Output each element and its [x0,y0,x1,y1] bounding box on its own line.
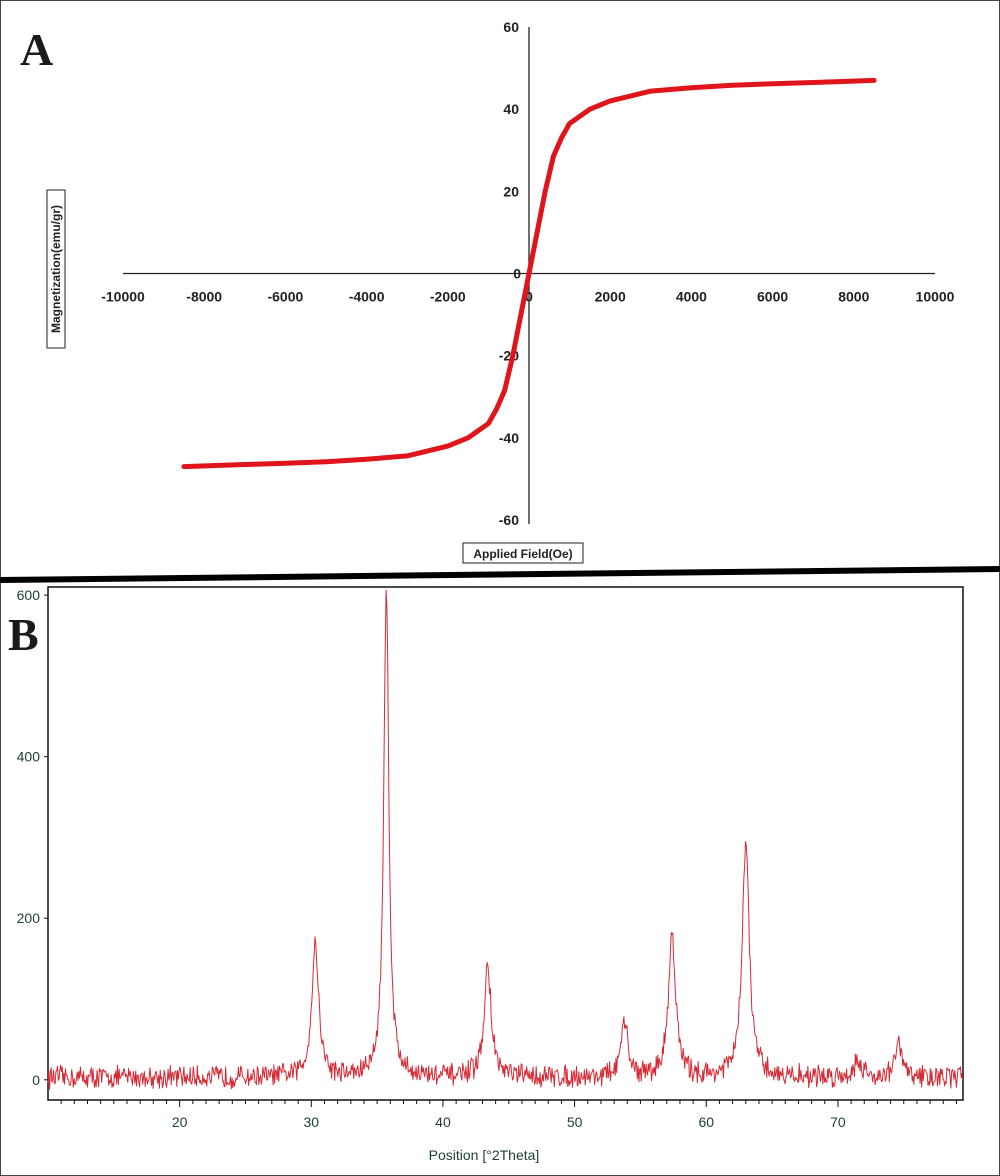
panel-b-x-tick-label: 50 [567,1114,583,1130]
panel-b-y-tick-label: 200 [17,910,41,926]
panel-b-diffraction-line [47,589,964,1090]
panel-a-ylabel-text: Magnetization(emu/gr) [49,205,63,333]
panel-divider [0,566,1000,583]
panel-a-y-tick-label: -40 [499,430,519,446]
panel-b-x-tick-label: 70 [830,1114,846,1130]
panel-b-x-tick-label: 60 [698,1114,714,1130]
panel-a-ylabel-box [46,189,66,349]
panel-a-x-tick-label: 6000 [757,289,788,305]
panel-a-x-tick-label: 8000 [838,289,869,305]
panel-a-x-tick-label: -8000 [186,289,222,305]
panel-a-y-tick-label: -60 [499,512,519,528]
panel-b-series [47,589,964,1090]
panel-b-x-tick-label: 40 [435,1114,451,1130]
panel-b-xrd-chart: B 20 30 40 50 60 70 0 200 400 600 Position [°2The… [8,586,964,1163]
panel-b-x-tick-label: 30 [304,1114,320,1130]
panel-a-x-tick-label: 2000 [595,289,626,305]
panel-a-hysteresis-chart: A -10000 -8000 -6000 -4000 -2000 0 2000 4000 600… [20,19,955,564]
panel-b-plot-frame [47,586,964,1101]
panel-a-y-tick-label: 20 [503,183,519,199]
panel-a-x-tick-label: -4000 [349,289,385,305]
panel-a-y-tick-label: 40 [503,101,519,117]
panel-a-tick-labels: -10000 -8000 -6000 -4000 -2000 0 2000 4000 6000 8… [101,19,954,528]
panel-a-xlabel-text: Applied Field(Oe) [473,547,572,561]
panel-a-magnetization-line [181,77,877,470]
panel-a-x-tick-label: -6000 [267,289,303,305]
panel-a-letter: A [20,24,53,75]
panel-a-x-tick-label: -2000 [430,289,466,305]
panel-b-y-tick-label: 0 [32,1072,40,1088]
panel-a-x-tick-label: 0 [525,289,533,305]
panel-a-ylabel: Magnetization(emu/gr) [46,189,66,349]
panel-a-x-tick-label: 4000 [676,289,707,305]
panel-b-xlabel: Position [°2Theta] [429,1147,540,1163]
panel-a-y-tick-label: 60 [503,19,519,35]
panel-b-x-tick-label: 20 [172,1114,188,1130]
panel-b-y-tick-label: 400 [17,749,41,765]
panel-a-xlabel: Applied Field(Oe) [462,542,584,564]
panel-b-y-tick-label: 600 [17,587,41,603]
panel-a-xlabel-box [462,542,584,564]
panel-b-letter: B [8,609,39,660]
panel-a-y-tick-label: 0 [513,266,521,282]
panel-a-x-tick-label: 10000 [916,289,955,305]
panel-a-x-tick-label: -10000 [101,289,145,305]
panel-a-series [181,77,877,470]
panel-b-ticks: 20 30 40 50 60 70 0 200 400 600 [17,587,957,1130]
